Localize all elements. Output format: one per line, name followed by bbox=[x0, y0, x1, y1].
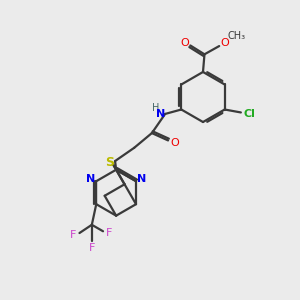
Text: F: F bbox=[106, 228, 113, 238]
Text: N: N bbox=[86, 174, 96, 184]
Text: CH₃: CH₃ bbox=[227, 31, 245, 41]
Text: O: O bbox=[220, 38, 229, 48]
Text: F: F bbox=[88, 243, 95, 253]
Text: S: S bbox=[105, 156, 114, 169]
Text: F: F bbox=[70, 230, 76, 239]
Text: O: O bbox=[181, 38, 189, 48]
Text: N: N bbox=[137, 174, 146, 184]
Text: O: O bbox=[170, 138, 179, 148]
Text: Cl: Cl bbox=[243, 109, 255, 119]
Text: N: N bbox=[156, 109, 165, 119]
Text: H: H bbox=[152, 103, 159, 113]
